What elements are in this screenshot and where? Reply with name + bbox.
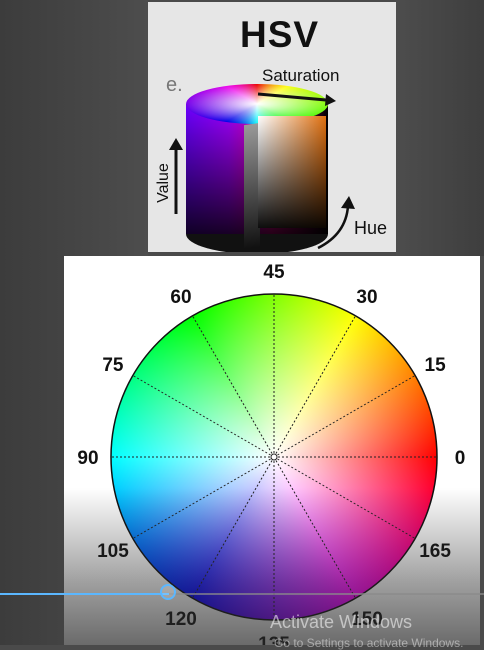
video-progress-track[interactable] [0, 593, 484, 595]
wheel-spoke [192, 315, 275, 458]
angle-label: 30 [356, 287, 377, 308]
wheel-spoke [273, 375, 416, 458]
hsv-title: HSV [240, 14, 320, 55]
activate-windows-subtitle: Go to Settings to activate Windows. [274, 636, 464, 650]
angle-label: 0 [455, 448, 466, 469]
angle-label: 90 [77, 448, 98, 469]
angle-label: 105 [97, 541, 129, 562]
hsv-cylinder [186, 84, 328, 252]
saturation-arrow [257, 92, 327, 102]
value-arrowhead [169, 138, 183, 150]
right-background [396, 0, 484, 256]
wheel-spoke [273, 315, 356, 458]
wheel-spoke [132, 375, 275, 458]
hue-wheel-card: 0 15 30 45 60 75 90 105 120 135 150 165 [64, 256, 480, 645]
corner-letter: e. [166, 74, 183, 96]
angle-label: 120 [165, 609, 197, 630]
angle-label: 60 [170, 287, 191, 308]
hue-label: Hue [354, 218, 388, 238]
cylinder-cut-face [258, 116, 326, 228]
hue-arrowhead [341, 196, 355, 209]
video-progress-fill [0, 593, 170, 595]
angle-label: 45 [263, 262, 285, 283]
video-progress-knob[interactable] [160, 584, 176, 600]
angle-label: 75 [102, 355, 124, 376]
saturation-label: Saturation [262, 66, 340, 85]
angle-label: 15 [425, 355, 447, 376]
wheel-center-dot [270, 453, 278, 461]
saturation-arrowhead [325, 94, 336, 106]
hsv-arrows [169, 92, 355, 250]
hsv-cylinder-card: HSV e. Saturation Hue Value [148, 2, 396, 252]
hue-arrow [317, 205, 350, 250]
activate-windows-title: Activate Windows [270, 612, 413, 632]
angle-label: 165 [419, 541, 451, 562]
